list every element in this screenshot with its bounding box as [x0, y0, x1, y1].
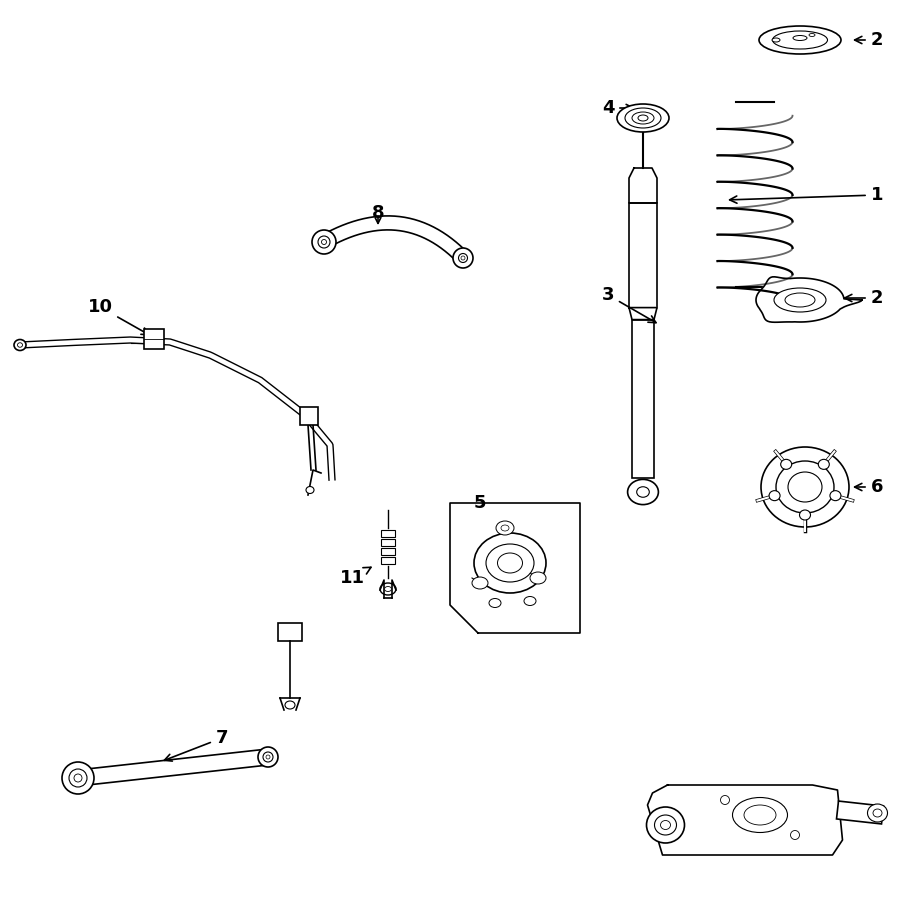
Ellipse shape [458, 254, 467, 263]
Ellipse shape [74, 774, 82, 782]
Ellipse shape [496, 521, 514, 535]
Ellipse shape [772, 31, 827, 49]
Text: 11: 11 [339, 567, 371, 587]
Polygon shape [647, 785, 842, 855]
Ellipse shape [780, 459, 792, 469]
Ellipse shape [759, 26, 841, 54]
Text: 10: 10 [87, 298, 149, 335]
Text: 6: 6 [855, 478, 883, 496]
Ellipse shape [474, 533, 546, 593]
Ellipse shape [486, 544, 534, 582]
Ellipse shape [761, 447, 849, 527]
Polygon shape [77, 749, 269, 786]
Bar [300, 407, 318, 425]
Ellipse shape [524, 597, 536, 605]
Ellipse shape [312, 230, 336, 254]
Text: 8: 8 [372, 204, 384, 222]
Ellipse shape [776, 461, 834, 513]
Ellipse shape [661, 821, 670, 830]
Bar [629, 203, 657, 308]
Ellipse shape [69, 769, 87, 787]
Ellipse shape [17, 343, 22, 347]
Ellipse shape [306, 486, 314, 493]
Ellipse shape [258, 747, 278, 767]
Ellipse shape [638, 115, 648, 121]
Ellipse shape [772, 38, 780, 42]
Ellipse shape [721, 796, 730, 805]
Ellipse shape [873, 809, 882, 817]
Bar [632, 319, 654, 478]
Ellipse shape [625, 108, 661, 128]
Ellipse shape [266, 755, 270, 759]
Ellipse shape [263, 752, 273, 762]
FancyArrow shape [836, 801, 884, 824]
Ellipse shape [646, 807, 685, 843]
Polygon shape [756, 277, 862, 322]
Ellipse shape [498, 553, 523, 573]
Ellipse shape [321, 239, 327, 245]
Polygon shape [629, 308, 657, 319]
Ellipse shape [774, 288, 826, 312]
Ellipse shape [501, 525, 509, 531]
Bar [144, 329, 164, 349]
Ellipse shape [785, 293, 815, 307]
Text: 4: 4 [602, 99, 634, 117]
Ellipse shape [868, 804, 887, 822]
Bar [381, 530, 395, 537]
Bar [278, 623, 302, 641]
Ellipse shape [489, 598, 501, 607]
Ellipse shape [793, 36, 807, 40]
Text: 9: 9 [653, 811, 676, 829]
Text: 3: 3 [602, 286, 656, 323]
Bar [381, 539, 395, 546]
Ellipse shape [530, 572, 546, 584]
Ellipse shape [384, 587, 392, 591]
Ellipse shape [770, 491, 780, 501]
Polygon shape [450, 503, 580, 633]
Ellipse shape [733, 797, 788, 832]
Ellipse shape [285, 701, 295, 709]
Ellipse shape [818, 459, 829, 469]
Ellipse shape [632, 112, 654, 124]
Ellipse shape [318, 236, 330, 248]
Text: 2: 2 [855, 31, 883, 49]
Text: 2: 2 [844, 289, 883, 307]
Text: 5: 5 [473, 494, 486, 512]
Ellipse shape [14, 339, 26, 351]
Ellipse shape [790, 831, 799, 840]
Bar [381, 557, 395, 564]
Ellipse shape [472, 577, 488, 589]
Ellipse shape [380, 583, 396, 595]
Ellipse shape [654, 815, 677, 835]
Polygon shape [320, 216, 468, 263]
Ellipse shape [830, 491, 841, 501]
Text: 1: 1 [730, 186, 883, 204]
Ellipse shape [453, 248, 473, 268]
Text: 7: 7 [165, 729, 229, 761]
Ellipse shape [799, 510, 811, 520]
Ellipse shape [788, 472, 822, 502]
Polygon shape [629, 168, 657, 203]
Ellipse shape [809, 33, 815, 37]
Ellipse shape [636, 487, 649, 497]
Ellipse shape [744, 805, 776, 825]
Ellipse shape [627, 479, 659, 505]
Ellipse shape [461, 256, 465, 260]
Ellipse shape [62, 762, 94, 794]
Bar [381, 548, 395, 555]
Ellipse shape [617, 104, 669, 132]
